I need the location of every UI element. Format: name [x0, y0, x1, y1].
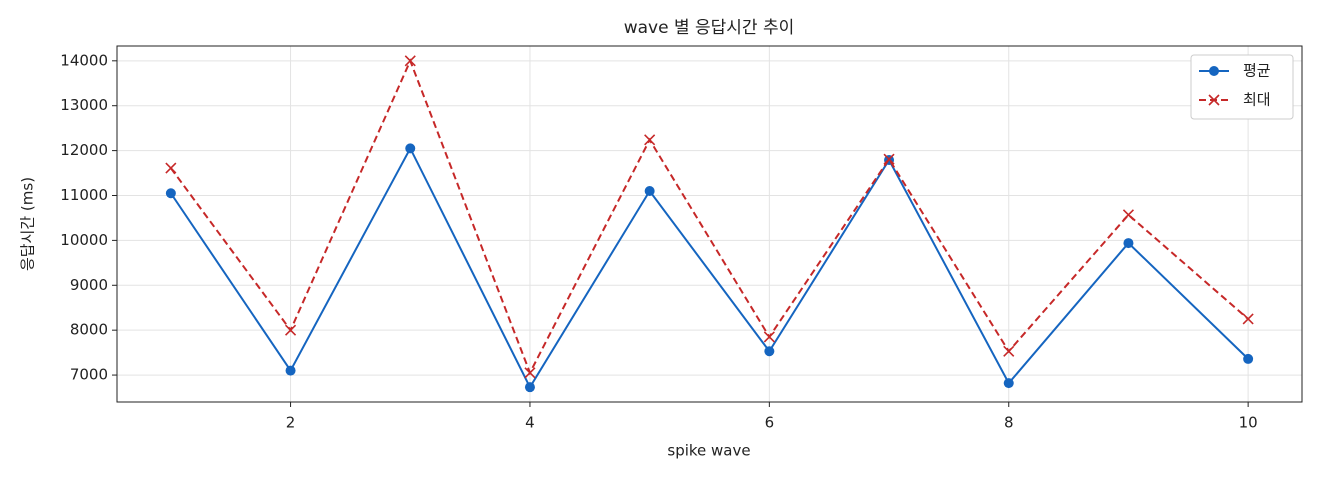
chart-title: wave 별 응답시간 추이	[624, 18, 795, 38]
x-tick-label: 4	[525, 414, 535, 432]
point	[1003, 345, 1015, 357]
y-tick-label: 11000	[60, 186, 108, 204]
y-tick-label: 10000	[60, 231, 108, 249]
legend-box	[1190, 54, 1294, 120]
y-tick-label: 14000	[60, 51, 108, 69]
point	[524, 382, 535, 393]
point	[764, 346, 775, 357]
point	[165, 162, 177, 174]
point	[524, 367, 536, 379]
y-tick-label: 7000	[70, 366, 108, 384]
point	[284, 324, 297, 336]
point	[1122, 209, 1135, 221]
x-tick-label: 8	[1004, 414, 1014, 432]
x-tick-label: 2	[286, 414, 296, 432]
y-tick-label: 8000	[70, 321, 108, 339]
point	[1243, 353, 1254, 364]
point	[404, 55, 416, 67]
x-tick-label: 10	[1239, 414, 1258, 432]
y-axis-label: 응답시간 (ms)	[19, 177, 37, 271]
point	[644, 186, 655, 197]
point	[285, 365, 296, 376]
point	[1123, 238, 1134, 249]
legend-label: 최대	[1243, 91, 1271, 109]
point	[405, 143, 416, 154]
series-line	[170, 146, 1249, 390]
legend-label: 평균	[1243, 62, 1271, 80]
series-line	[170, 58, 1249, 376]
x-axis-label: spike wave	[667, 442, 750, 460]
legend-marker	[1208, 94, 1220, 106]
y-tick-label: 12000	[60, 141, 108, 159]
legend-marker	[1209, 66, 1219, 76]
point	[1003, 378, 1014, 389]
point	[763, 331, 775, 343]
point	[165, 188, 176, 199]
point	[644, 134, 656, 146]
y-tick-label: 9000	[70, 276, 108, 294]
point	[1242, 313, 1254, 325]
plot-frame	[116, 45, 1303, 403]
x-tick-label: 6	[765, 414, 775, 432]
y-tick-label: 13000	[60, 96, 108, 114]
point	[883, 153, 895, 165]
